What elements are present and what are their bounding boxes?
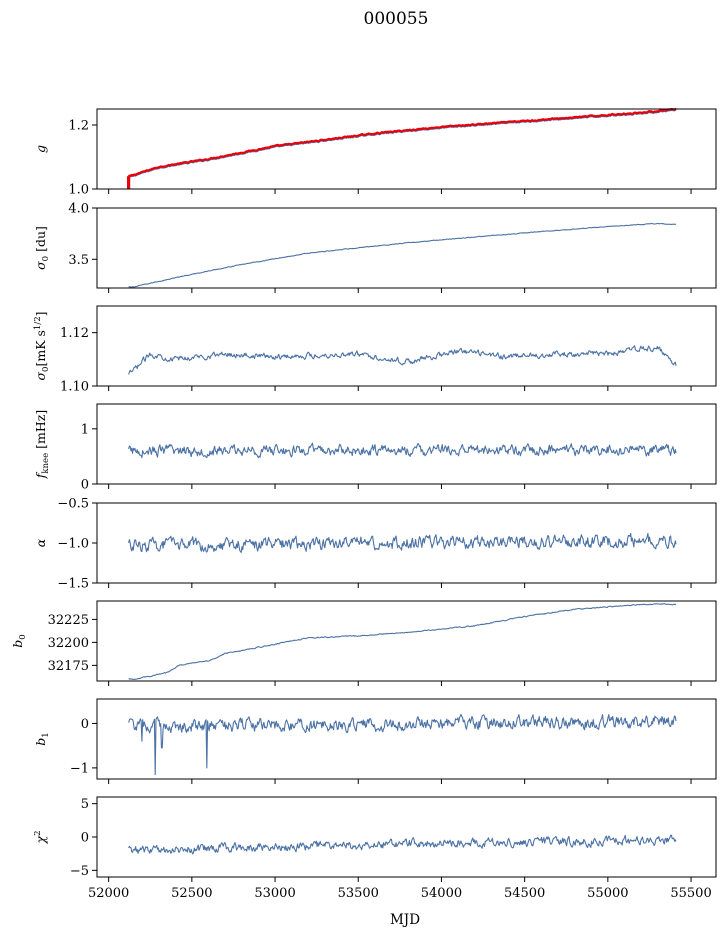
panel-sigma0_du: 3.5 4.0 σ0 [du]: [33, 202, 717, 293]
series-sigma0_du: [128, 222, 677, 288]
axes-frame-sigma0_mK: [96, 305, 717, 387]
axes-frame-chi2: [96, 796, 717, 878]
ylabel-g: g: [33, 145, 48, 153]
series-fknee: [128, 442, 677, 459]
figure-title: 000055: [364, 9, 429, 29]
ylabel-sigma0_mK: σ0[mK s1/2]: [33, 311, 51, 380]
panel-chi2: −5 0 5 52000 52500 53000 53500 54000 54500 55000 5…: [33, 796, 717, 901]
ytick-label-chi2: −5: [70, 864, 89, 879]
ytick-label-g: 1.2: [68, 119, 89, 134]
xtick-label: 54500: [504, 886, 545, 901]
axes-frame-b0: [96, 600, 717, 682]
series-g: [128, 109, 677, 179]
axes-frame-b1: [96, 698, 717, 780]
ytick-label-chi2: 5: [81, 797, 89, 812]
xtick-label: 55000: [587, 886, 628, 901]
ylabel-b1: b1: [33, 732, 51, 745]
xtick-label: 52000: [88, 886, 129, 901]
axes-frame-g: [96, 108, 717, 190]
ytick-label-b1: 0: [81, 717, 89, 732]
panel-g: 1.0 1.2 g: [33, 107, 717, 198]
ylabel-fknee: fknee [mHz]: [33, 410, 51, 479]
series-chi2: [128, 834, 677, 855]
series-b1: [128, 713, 677, 776]
ytick-label-alpha: −1.5: [57, 577, 89, 592]
ylabel-b0: b0: [10, 634, 28, 647]
panel-b0: 32175 32200 32225 b0: [10, 600, 717, 686]
ytick-label-sigma0_mK: 1.10: [60, 380, 89, 395]
ytick-label-g: 1.0: [68, 183, 89, 198]
ytick-label-fknee: 1: [81, 422, 89, 437]
ytick-label-alpha: −1.0: [57, 537, 89, 552]
ylabel-alpha: α: [33, 538, 48, 547]
panel-sigma0_mK: 1.10 1.12 σ0[mK s1/2]: [33, 305, 717, 395]
series-sigma0_mK: [128, 345, 677, 375]
ytick-label-b0: 32175: [48, 659, 89, 674]
axes-frame-sigma0_du: [96, 207, 717, 289]
ytick-label-b0: 32225: [48, 613, 89, 628]
series-alpha: [128, 532, 677, 553]
ytick-label-b0: 32200: [48, 636, 89, 651]
ylabel-sigma0_du: σ0 [du]: [33, 226, 51, 270]
ytick-label-sigma0_du: 4.0: [68, 202, 89, 217]
ytick-label-chi2: 0: [81, 831, 89, 846]
ytick-label-alpha: −0.5: [57, 497, 89, 512]
panels: 1.0 1.2 g 3.5 4.0 σ0 [du] 1.10 1.12 σ0[mK s1/2] 0…: [10, 107, 717, 901]
series-b0: [128, 603, 677, 680]
x-axis-label: MJD: [390, 912, 420, 928]
xtick-label: 52500: [171, 886, 212, 901]
panel-fknee: 0 1 fknee [mHz]: [33, 403, 717, 493]
xtick-label: 53000: [254, 886, 295, 901]
panel-alpha: −1.5 −1.0 −0.5 α: [33, 497, 717, 592]
ylabel-chi2: χ2: [33, 831, 48, 845]
reference-series-g: [127, 107, 677, 178]
panel-b1: −1 0 b1: [33, 698, 717, 784]
xtick-label: 53500: [338, 886, 379, 901]
xtick-label: 55500: [670, 886, 711, 901]
ytick-label-sigma0_du: 3.5: [68, 253, 89, 268]
ytick-label-sigma0_mK: 1.12: [60, 326, 89, 341]
ytick-label-b1: −1: [70, 761, 89, 776]
axes-frame-fknee: [96, 403, 717, 485]
ytick-label-fknee: 0: [81, 478, 89, 493]
xtick-label: 54000: [421, 886, 462, 901]
